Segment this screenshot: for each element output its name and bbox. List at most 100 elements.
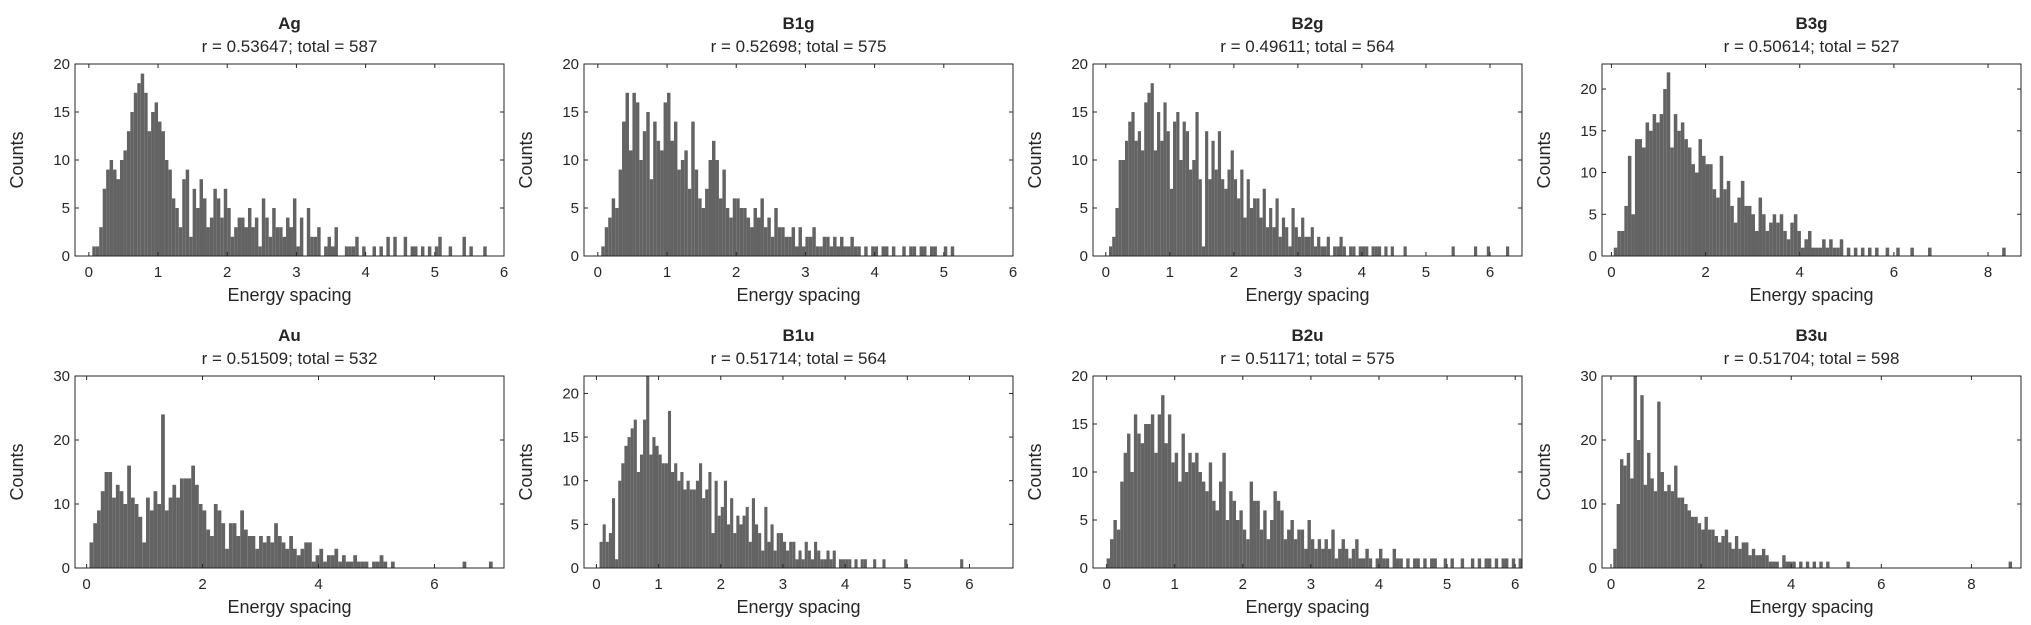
histogram-bar [1137, 433, 1141, 568]
histogram-bar [663, 102, 668, 257]
histogram-bar [1896, 247, 1900, 256]
histogram-bar [1174, 452, 1179, 568]
histogram-bar [1818, 247, 1823, 256]
histogram-bar [137, 83, 141, 256]
histogram-bar [1643, 484, 1648, 568]
histogram-bar [203, 198, 207, 256]
histogram-bar [881, 246, 885, 256]
histogram-bar [1670, 491, 1675, 568]
histogram-bar [420, 246, 425, 256]
histogram-bar [1755, 555, 1759, 568]
x-tick-label: 4 [1375, 576, 1383, 593]
histogram-bar [331, 246, 335, 256]
histogram-bar [130, 497, 135, 568]
histogram-bar [259, 536, 263, 568]
histogram-bar [1811, 247, 1816, 256]
histogram-bar [848, 559, 852, 568]
histogram-bar [729, 217, 733, 256]
histogram-panel-au: 0 2 4 6 0 10 20 30 Au r = 0.51509; total = 532 Ene… [7, 326, 505, 617]
histogram-bar [789, 541, 793, 568]
histogram-bar [1256, 198, 1260, 256]
x-tick-label: 6 [965, 576, 973, 593]
histogram-bar [791, 227, 796, 256]
histogram-bar [1684, 139, 1688, 256]
histogram-bar [798, 550, 802, 568]
histogram-bar [1623, 465, 1627, 568]
histogram-bar [147, 131, 152, 256]
histogram-panel-b3u: 0 2 4 6 8 0 10 20 30 B3u r = 0.51704; total = 598 E… [1534, 326, 2022, 617]
histogram-bar [784, 236, 789, 256]
histogram-bar [100, 491, 105, 568]
histogram-bar [158, 121, 162, 256]
x-tick-label: 0 [594, 264, 602, 281]
histogram-bar [1218, 481, 1223, 568]
histogram-bar [144, 92, 148, 256]
bars [1109, 83, 1510, 257]
histogram-bar [652, 437, 656, 568]
chart-title: B3u [1795, 326, 1827, 345]
histogram-bar [327, 236, 332, 256]
histogram-bar [608, 217, 612, 256]
histogram-bar [701, 208, 706, 256]
histogram-bar [1230, 150, 1234, 256]
histogram-bar [1640, 395, 1644, 568]
histogram-bar [1294, 227, 1298, 256]
histogram-bar [1157, 112, 1161, 256]
y-tick-label: 10 [1071, 464, 1088, 481]
histogram-bar [1716, 197, 1720, 256]
histogram-bar [639, 160, 643, 256]
histogram-bar [743, 208, 747, 256]
histogram-bar [670, 140, 674, 256]
histogram-bar [1772, 214, 1777, 256]
histogram-bar [1191, 462, 1196, 568]
histogram-bar [779, 533, 783, 568]
histogram-bar [434, 246, 439, 256]
histogram-bar [660, 150, 664, 256]
histogram-bar [661, 463, 665, 568]
x-tick-label: 6 [1511, 576, 1519, 593]
histogram-bar [241, 217, 245, 256]
histogram-bar [1504, 558, 1509, 568]
histogram-bar [1331, 529, 1335, 568]
y-tick-label: 10 [562, 152, 579, 169]
histogram-bar [1714, 536, 1719, 568]
x-tick-label: 6 [1009, 264, 1017, 281]
x-tick-label: 6 [430, 576, 438, 593]
histogram-bar [627, 437, 631, 568]
chart-subtitle: r = 0.51714; total = 564 [711, 349, 887, 368]
histogram-bar [1167, 414, 1172, 568]
histogram-bar [1338, 548, 1342, 568]
histogram-bar [1109, 246, 1113, 256]
histogram-bar [836, 246, 841, 256]
histogram-bar [1825, 247, 1830, 256]
histogram-bar [1212, 500, 1216, 568]
histogram-bar [1416, 558, 1420, 568]
y-tick-label: 0 [571, 248, 579, 265]
histogram-bar [1645, 122, 1650, 257]
x-axis-label: Energy spacing [1245, 597, 1369, 617]
histogram-bar [1403, 246, 1407, 256]
x-axis-label: Energy spacing [227, 597, 351, 617]
histogram-bar [819, 246, 823, 256]
histogram-bar [1291, 208, 1295, 256]
histogram-bar [113, 169, 117, 256]
histogram-bar [1215, 510, 1219, 568]
histogram-bar [1240, 169, 1244, 256]
histogram-bar [344, 246, 349, 256]
histogram-bar [146, 497, 150, 568]
histogram-bar [1384, 246, 1388, 256]
histogram-bar [628, 150, 633, 256]
y-axis-label: Counts [1534, 131, 1554, 188]
histogram-bar [172, 484, 177, 568]
histogram-bar [736, 515, 740, 568]
histogram-bar [1762, 214, 1766, 256]
histogram-bar [1674, 465, 1678, 568]
histogram-bar [1225, 520, 1230, 568]
histogram-bar [119, 160, 124, 256]
histogram-bar [801, 559, 805, 568]
histogram-bar [1320, 246, 1324, 256]
histogram-bar [364, 561, 369, 568]
y-tick-label: 5 [1080, 200, 1088, 217]
histogram-bar [1184, 472, 1189, 568]
histogram-bar [1382, 558, 1386, 568]
